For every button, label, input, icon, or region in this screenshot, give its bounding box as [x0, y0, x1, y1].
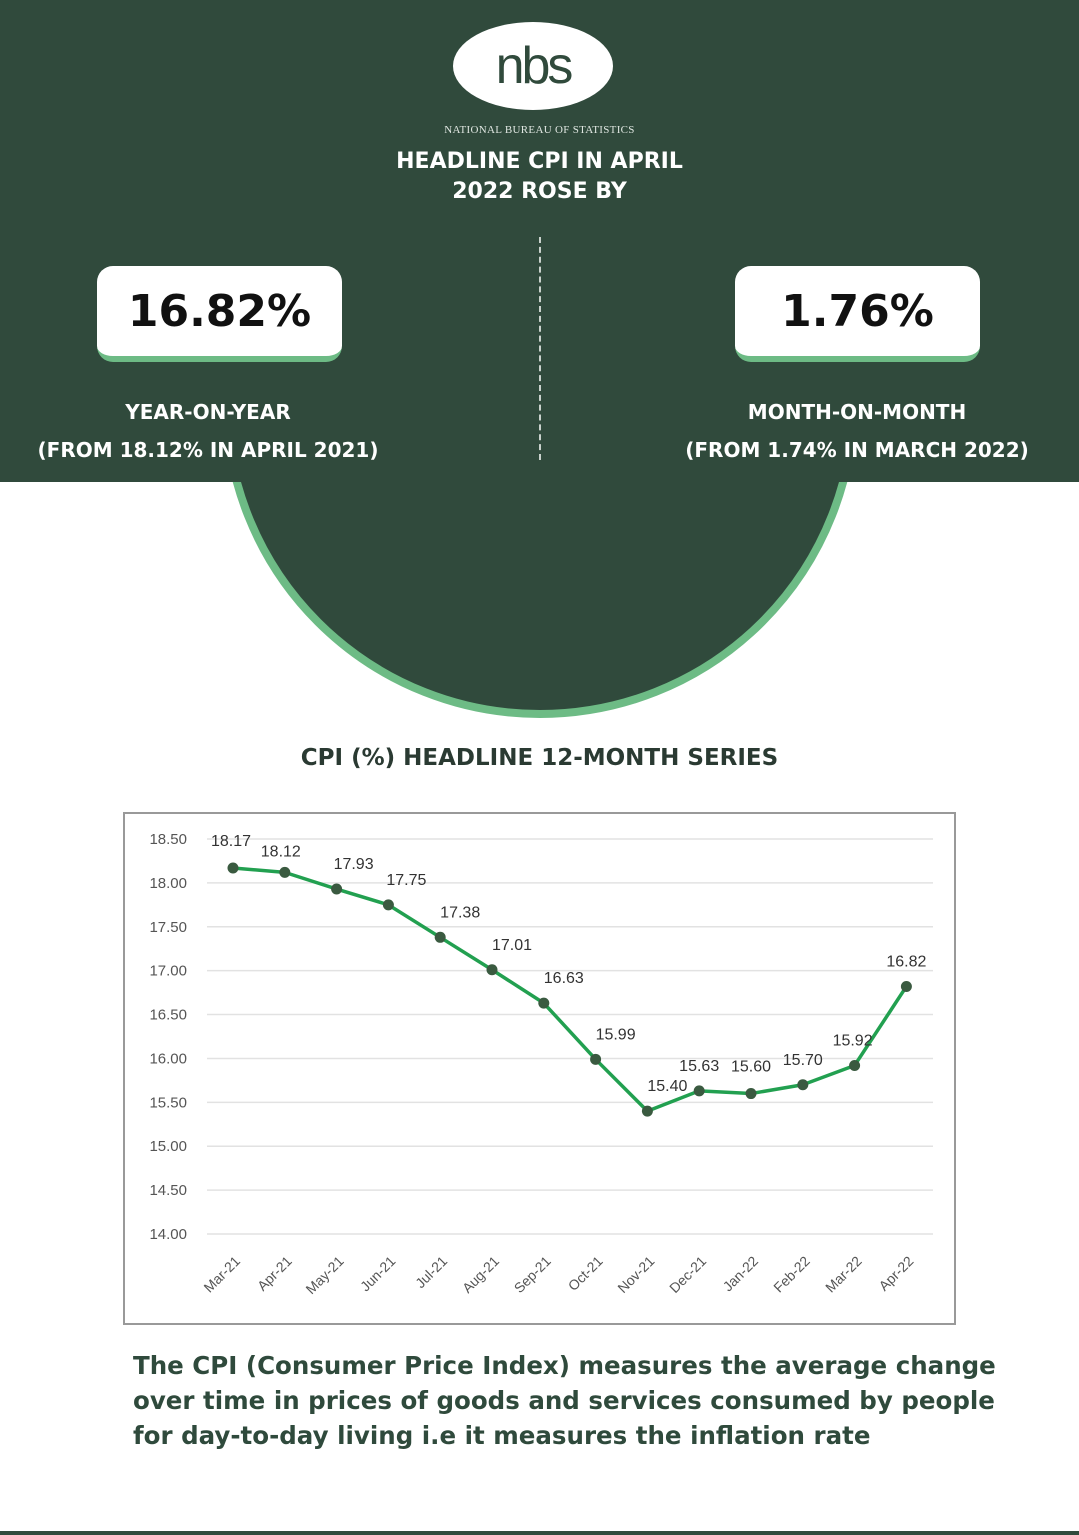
data-point: [382, 899, 394, 911]
data-point: [849, 1059, 861, 1071]
data-point: [641, 1105, 653, 1117]
x-tick-label: Oct-21: [565, 1253, 606, 1294]
headline: HEADLINE CPI IN APRIL 2022 ROSE BY: [0, 147, 1079, 207]
x-tick-label: Jul-21: [412, 1253, 450, 1291]
data-point: [745, 1088, 757, 1100]
data-point: [434, 931, 446, 943]
mom-value-box: 1.76%: [735, 266, 980, 362]
chart-title: CPI (%) HEADLINE 12-MONTH SERIES: [300, 745, 779, 771]
divider: [539, 237, 541, 460]
data-label: 17.38: [440, 904, 480, 921]
y-tick-label: 14.00: [149, 1226, 187, 1243]
cpi-description: The CPI (Consumer Price Index) measures …: [133, 1351, 996, 1450]
y-tick-label: 15.50: [149, 1094, 187, 1111]
x-tick-label: Feb-22: [770, 1253, 813, 1296]
data-label: 15.60: [731, 1059, 771, 1076]
yoy-label: YEAR-ON-YEAR: [125, 400, 291, 424]
yoy-note: (FROM 18.12% IN APRIL 2021): [37, 438, 379, 462]
data-label: 15.63: [679, 1058, 719, 1075]
data-point: [900, 980, 912, 992]
x-tick-label: Sep-21: [511, 1253, 554, 1296]
data-point: [590, 1053, 602, 1065]
mom-label: MONTH-ON-MONTH: [747, 400, 967, 424]
x-tick-label: Jun-21: [357, 1253, 399, 1295]
y-tick-label: 17.50: [149, 919, 187, 936]
nbs-logo: nbs: [453, 22, 613, 110]
y-tick-label: 16.50: [149, 1007, 187, 1024]
x-tick-label: Apr-22: [875, 1253, 916, 1294]
y-tick-label: 14.50: [149, 1182, 187, 1199]
yoy-caption: YEAR-ON-YEAR (FROM 18.12% IN APRIL 2021): [0, 393, 418, 469]
headline-line-2: 2022 ROSE BY: [452, 179, 627, 204]
data-label: 18.12: [261, 843, 301, 860]
mom-caption: MONTH-ON-MONTH (FROM 1.74% IN MARCH 2022…: [647, 393, 1067, 469]
y-tick-label: 16.00: [149, 1050, 187, 1067]
data-label: 17.93: [334, 856, 374, 873]
x-tick-label: Nov-21: [614, 1253, 657, 1296]
data-point: [279, 866, 291, 878]
data-point: [538, 997, 550, 1009]
data-point: [227, 862, 239, 874]
logo-text: nbs: [495, 37, 574, 95]
data-point: [693, 1085, 705, 1097]
y-tick-label: 15.00: [149, 1138, 187, 1155]
data-label: 15.40: [647, 1078, 687, 1095]
chart-container: 14.00 14.50 15.00 15.50 16.00 16.50 17.00 17.50…: [123, 812, 956, 1325]
x-tick-label: May-21: [302, 1253, 346, 1297]
data-point: [486, 964, 498, 976]
bottom-border: [0, 1531, 1079, 1535]
organization-name: NATIONAL BUREAU OF STATISTICS: [444, 124, 635, 136]
data-label: 17.75: [386, 872, 426, 889]
x-tick-label: Jan-22: [720, 1253, 762, 1295]
x-tick-label: Apr-21: [254, 1253, 295, 1294]
data-label: 17.01: [492, 937, 532, 954]
line-chart: 14.00 14.50 15.00 15.50 16.00 16.50 17.00 17.50…: [149, 831, 933, 1297]
y-tick-label: 17.00: [149, 963, 187, 980]
series-line: [232, 866, 908, 1113]
headline-line-1: HEADLINE CPI IN APRIL: [396, 149, 683, 174]
data-label: 15.99: [596, 1026, 636, 1043]
data-label: 18.17: [211, 833, 251, 850]
data-label: 16.82: [886, 953, 926, 970]
x-tick-label: Mar-21: [200, 1253, 243, 1296]
x-tick-label: Aug-21: [459, 1253, 502, 1296]
data-point: [797, 1079, 809, 1091]
y-tick-label: 18.50: [149, 831, 187, 848]
data-point: [331, 883, 343, 895]
y-tick-label: 18.00: [149, 875, 187, 892]
x-tick-label: Mar-22: [822, 1253, 865, 1296]
data-label: 15.92: [833, 1032, 873, 1049]
x-tick-label: Dec-21: [666, 1253, 709, 1296]
data-label: 16.63: [544, 970, 584, 987]
data-label: 15.70: [783, 1052, 823, 1069]
mom-note: (FROM 1.74% IN MARCH 2022): [685, 438, 1029, 462]
yoy-value-box: 16.82%: [97, 266, 342, 362]
